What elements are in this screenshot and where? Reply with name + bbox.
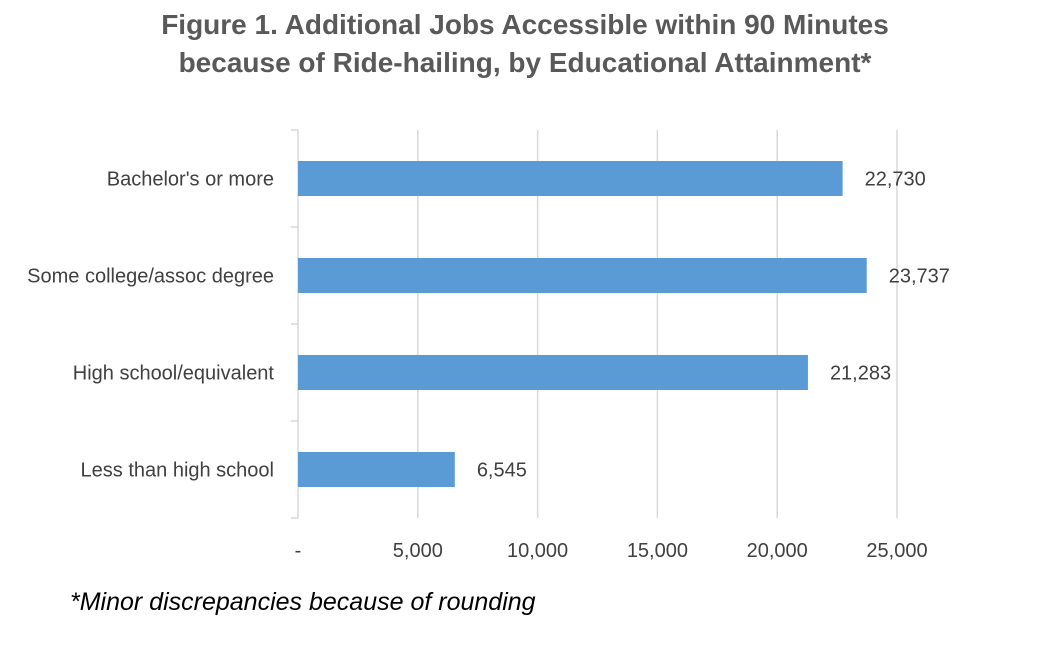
data-label: 23,737 — [889, 266, 950, 288]
x-tick-label: 20,000 — [747, 540, 808, 562]
x-tick-label: 5,000 — [393, 540, 443, 562]
data-label: 21,283 — [830, 363, 891, 385]
chart-title-line-2: because of Ride-hailing, by Educational … — [178, 47, 872, 78]
footnote: *Minor discrepancies because of rounding — [70, 588, 536, 616]
data-label: 6,545 — [477, 460, 527, 482]
x-tick-label: - — [295, 540, 302, 562]
bar — [298, 161, 843, 196]
bar — [298, 355, 808, 390]
x-tick-label: 15,000 — [627, 540, 688, 562]
category-label: Bachelor's or more — [107, 169, 274, 191]
x-tick-label: 25,000 — [866, 540, 927, 562]
category-label: Less than high school — [81, 460, 274, 482]
category-label: Some college/assoc degree — [27, 266, 274, 288]
bar — [298, 258, 867, 293]
data-label: 22,730 — [865, 169, 926, 191]
x-tick-label: 10,000 — [507, 540, 568, 562]
bar — [298, 452, 455, 487]
chart-title: Figure 1. Additional Jobs Accessible wit… — [0, 6, 1050, 82]
chart-title-line-1: Figure 1. Additional Jobs Accessible wit… — [161, 9, 889, 40]
category-label: High school/equivalent — [73, 363, 275, 385]
